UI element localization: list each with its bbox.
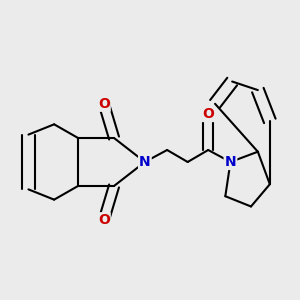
Text: O: O xyxy=(98,97,110,111)
Text: O: O xyxy=(98,213,110,227)
Text: N: N xyxy=(225,155,236,169)
Text: N: N xyxy=(139,155,151,169)
Text: O: O xyxy=(202,107,214,121)
